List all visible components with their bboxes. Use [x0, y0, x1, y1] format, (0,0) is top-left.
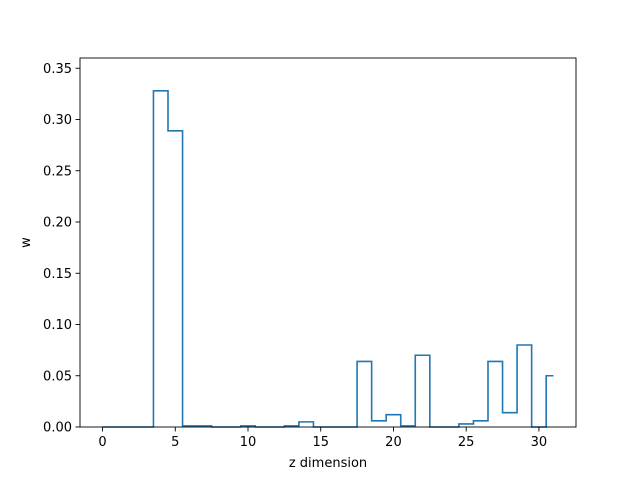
y-tick-label: 0.00	[43, 421, 72, 436]
y-tick-label: 0.15	[43, 267, 72, 282]
x-tick-label: 5	[171, 435, 179, 450]
y-tick-label: 0.35	[43, 62, 72, 77]
y-tick-label: 0.30	[43, 113, 72, 128]
y-axis-label: w	[19, 237, 34, 248]
x-axis-label: z dimension	[289, 456, 367, 471]
axes-frame	[79, 57, 577, 428]
y-tick-label: 0.05	[43, 369, 72, 384]
x-tick-label: 30	[531, 435, 548, 450]
x-tick-label: 20	[385, 435, 402, 450]
y-tick-label: 0.20	[43, 216, 72, 231]
x-tick-label: 15	[312, 435, 329, 450]
y-tick-label: 0.25	[43, 164, 72, 179]
axes: 0 5 10 15 20 25 30 0.00 0.05 0.10 0.15 0.20 0.25 0.30…	[43, 57, 577, 450]
x-tick-label: 10	[240, 435, 257, 450]
y-tick-label: 0.10	[43, 318, 72, 333]
x-tick-label: 25	[458, 435, 475, 450]
x-tick-label: 0	[98, 435, 106, 450]
